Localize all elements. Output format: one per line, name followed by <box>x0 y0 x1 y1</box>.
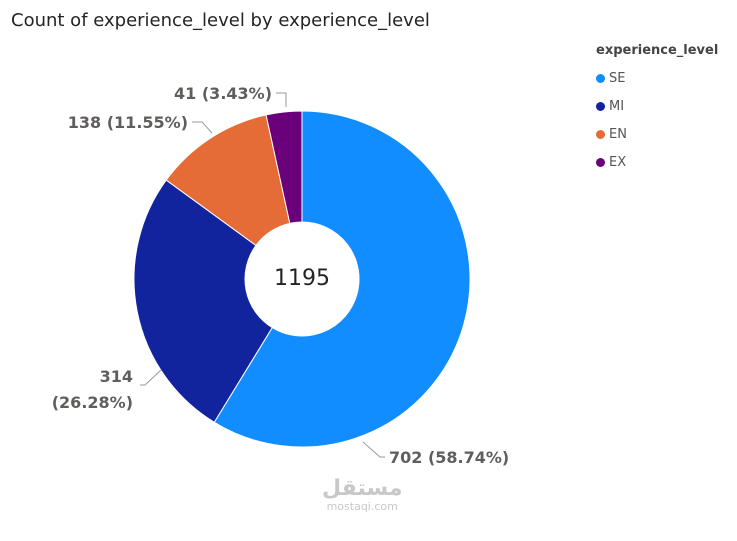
legend-item-en[interactable]: EN <box>596 120 718 148</box>
donut-slices <box>133 110 471 448</box>
legend-title: experience_level <box>596 43 719 58</box>
legend-item-mi[interactable]: MI <box>596 92 718 120</box>
data-label-en: 138 (11.55%) <box>68 113 188 132</box>
legend-marker-se <box>596 73 605 83</box>
legend-marker-en <box>596 129 605 139</box>
slice-se[interactable] <box>213 110 471 448</box>
data-label-mi-pct: (26.28%) <box>52 393 133 412</box>
data-label-ex: 41 (3.43%) <box>174 84 272 103</box>
legend-marker-ex <box>596 157 605 167</box>
watermark-logo: مستقل <box>322 476 403 501</box>
leader-line-ex <box>276 92 287 107</box>
slice-ex[interactable] <box>265 110 303 224</box>
center-total: 1195 <box>274 266 330 291</box>
data-label-mi-count: 314 <box>100 367 133 386</box>
slice-mi[interactable] <box>133 179 273 423</box>
slice-en[interactable] <box>165 114 291 247</box>
legend-label-se: SE <box>609 70 626 86</box>
legend-label-en: EN <box>609 126 627 142</box>
watermark-url: mostaqi.com <box>326 500 398 513</box>
legend: experience_level SE MI EN EX <box>596 43 718 176</box>
legend-marker-mi <box>596 101 605 111</box>
legend-item-ex[interactable]: EX <box>596 148 718 176</box>
leader-line-se <box>362 441 385 458</box>
legend-label-ex: EX <box>609 154 627 170</box>
data-label-se: 702 (58.74%) <box>389 448 509 467</box>
legend-item-se[interactable]: SE <box>596 64 718 92</box>
legend-label-mi: MI <box>609 98 625 114</box>
watermark: مستقل mostaqi.com <box>322 478 402 514</box>
leader-line-mi <box>140 369 162 386</box>
leader-line-en <box>192 121 213 134</box>
chart-title: Count of experience_level by experience_… <box>11 10 430 31</box>
